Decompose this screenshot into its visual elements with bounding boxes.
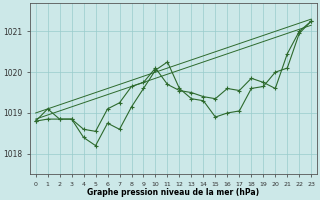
X-axis label: Graphe pression niveau de la mer (hPa): Graphe pression niveau de la mer (hPa) <box>87 188 260 197</box>
